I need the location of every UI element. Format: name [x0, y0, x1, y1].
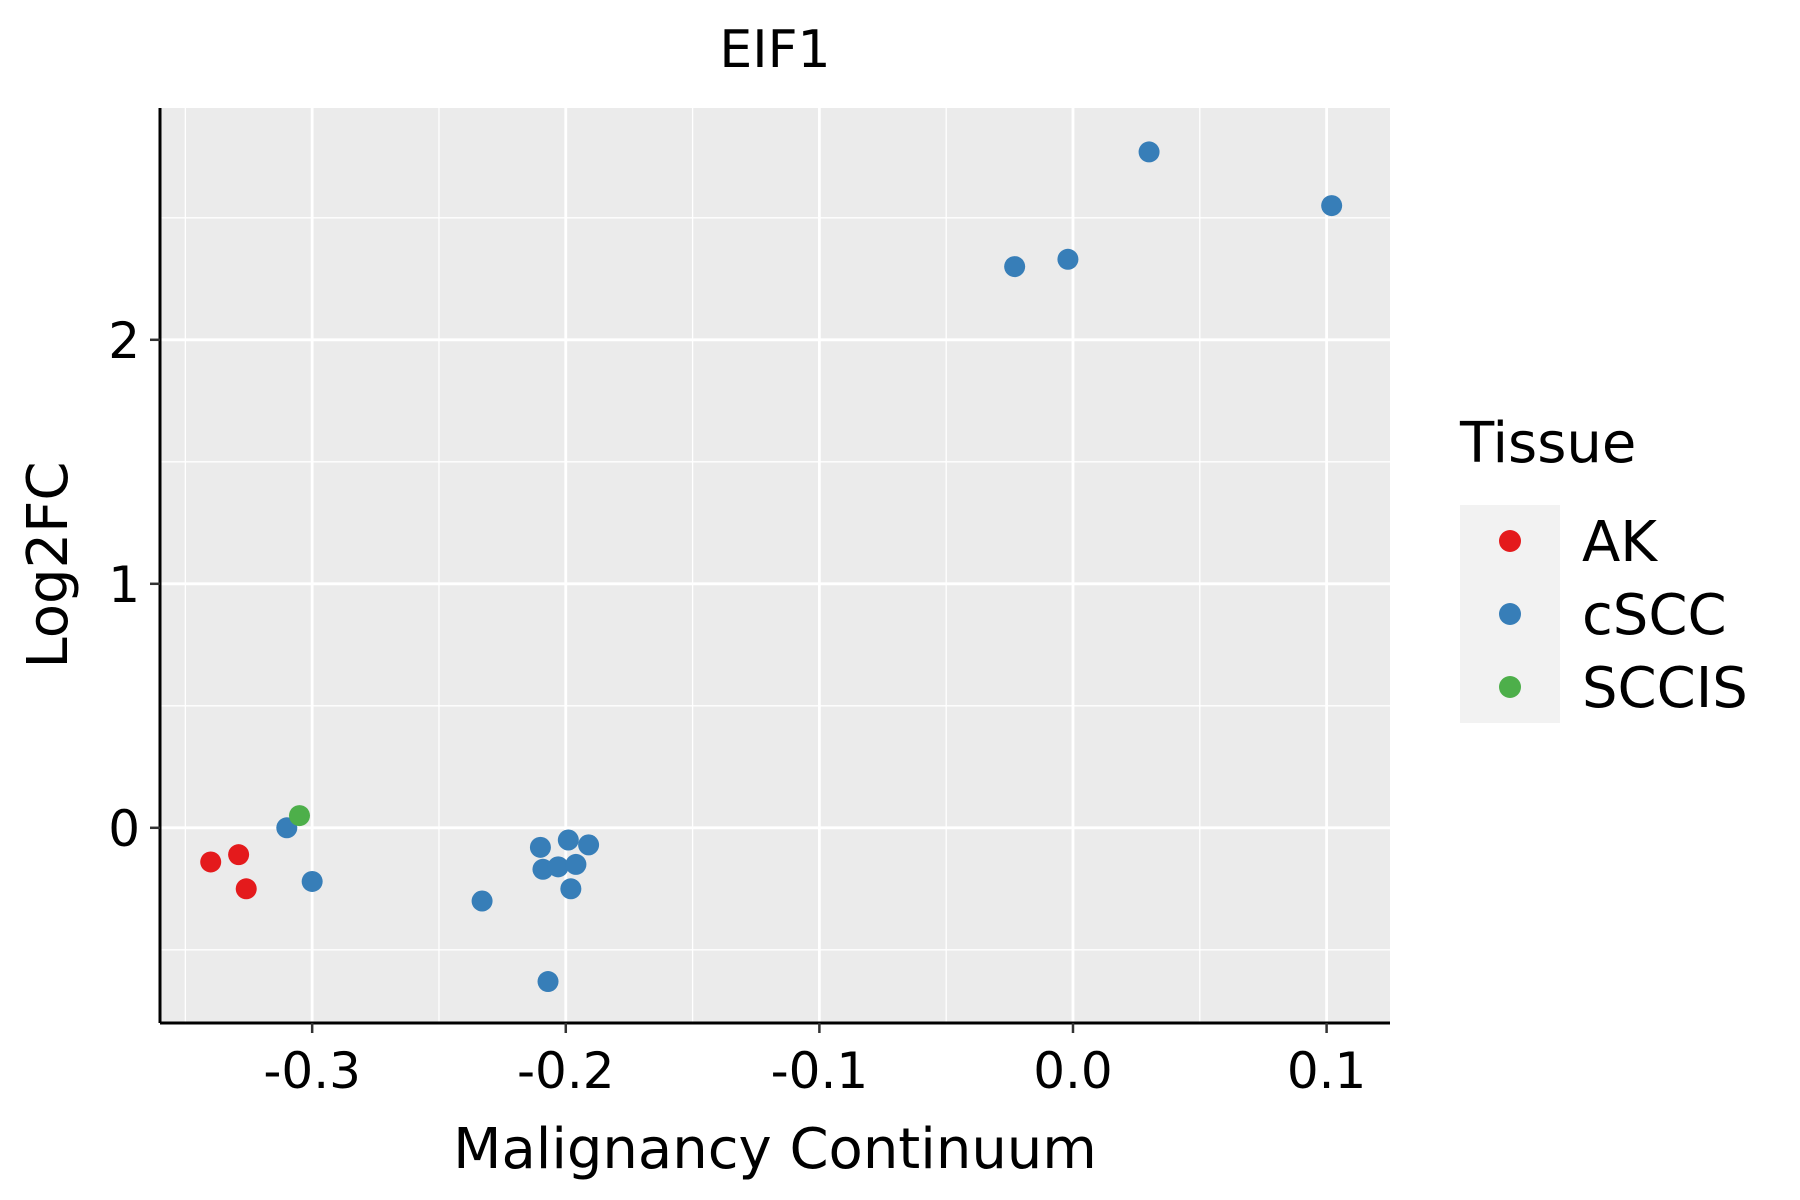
data-point-cscc	[1321, 195, 1343, 217]
y-axis-label: Log2FC	[16, 462, 81, 669]
legend-key-ak	[1499, 530, 1521, 552]
chart-title: EIF1	[719, 20, 830, 80]
data-point-cscc	[547, 856, 569, 878]
grid-minor	[160, 108, 1390, 1023]
legend-label-cscc: cSCC	[1582, 583, 1727, 648]
x-tick-label: -0.2	[517, 1042, 615, 1100]
data-point-cscc	[578, 834, 600, 856]
data-point-ak	[200, 851, 222, 873]
x-tick-label: 0.1	[1287, 1042, 1367, 1100]
legend-key-cscc	[1499, 603, 1521, 625]
x-axis-label: Malignancy Continuum	[453, 1117, 1097, 1182]
legend-key-sccis	[1499, 676, 1521, 698]
x-axis-ticks: -0.3 -0.2 -0.1 0.0 0.1	[263, 1023, 1366, 1100]
data-point-sccis	[288, 805, 310, 827]
data-point-ak	[235, 878, 257, 900]
x-tick-label: 0.0	[1033, 1042, 1113, 1100]
y-tick-label: 0	[108, 800, 140, 858]
data-point-cscc	[557, 829, 579, 851]
legend-label-ak: AK	[1582, 510, 1658, 575]
x-tick-label: -0.3	[263, 1042, 361, 1100]
data-point-cscc	[471, 890, 493, 912]
data-point-cscc	[560, 878, 582, 900]
data-point-cscc	[301, 870, 323, 892]
x-tick-label: -0.1	[771, 1042, 869, 1100]
data-points	[200, 141, 1343, 993]
legend-title: Tissue	[1459, 411, 1636, 476]
legend: Tissue AK cSCC SCCIS	[1459, 411, 1748, 723]
data-point-cscc	[565, 853, 587, 875]
data-point-cscc	[1138, 141, 1160, 163]
legend-label-sccis: SCCIS	[1582, 656, 1748, 721]
plot-panel	[160, 108, 1390, 1023]
grid-major	[160, 108, 1390, 1023]
data-point-cscc	[529, 836, 551, 858]
y-axis-ticks: 0 1 2	[108, 312, 160, 858]
data-point-cscc	[1004, 256, 1026, 278]
data-point-cscc	[537, 971, 559, 993]
data-point-cscc	[1057, 248, 1079, 270]
y-tick-label: 1	[108, 556, 140, 614]
y-tick-label: 2	[108, 312, 140, 370]
data-point-ak	[228, 844, 250, 866]
